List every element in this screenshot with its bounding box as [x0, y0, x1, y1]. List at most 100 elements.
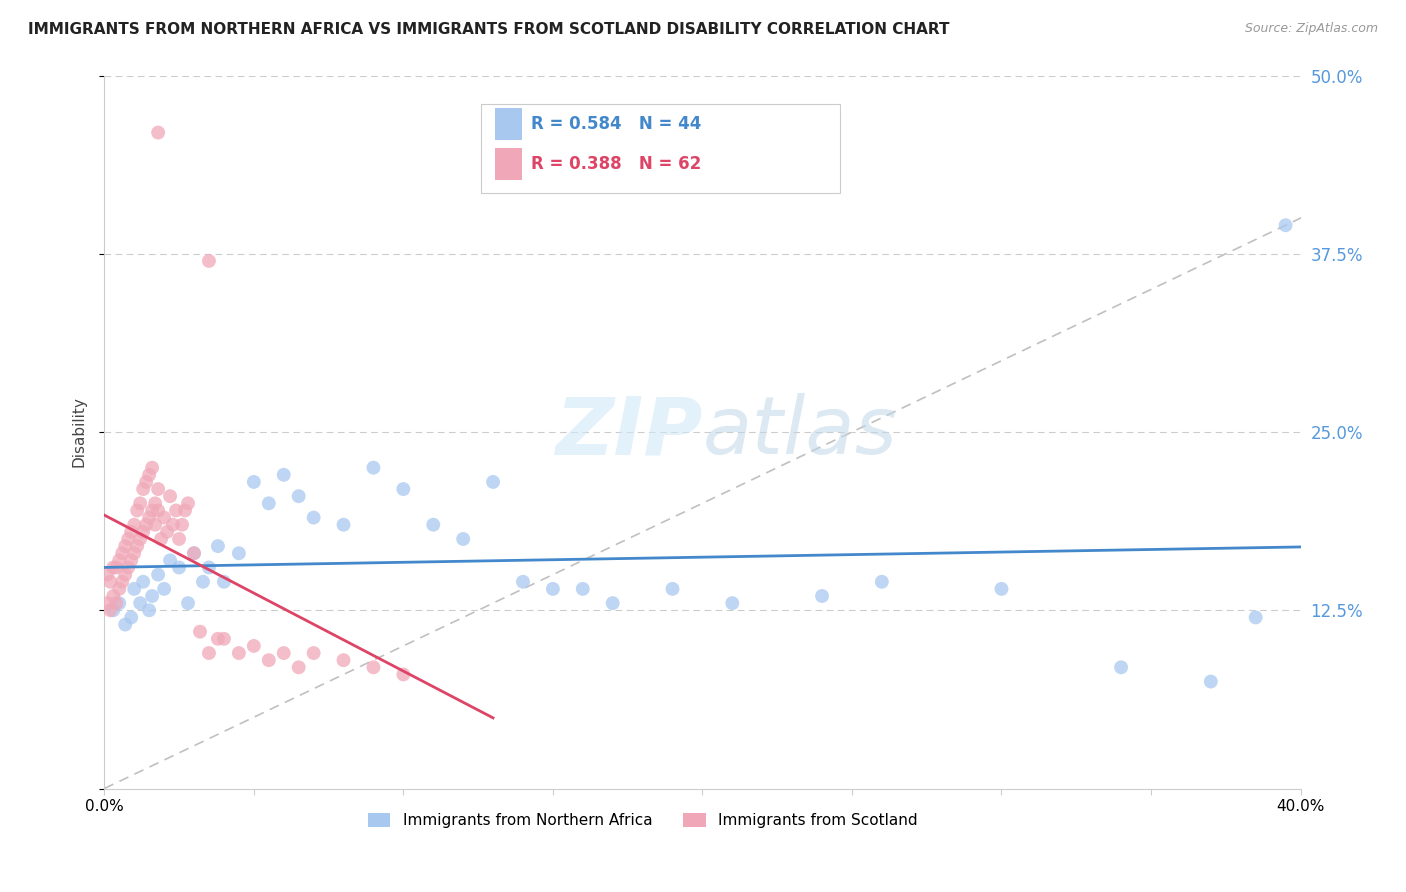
- Point: [332, 517, 354, 532]
- Bar: [495, 108, 522, 140]
- Point: [105, 560, 128, 574]
- Point: [302, 646, 325, 660]
- Point: [198, 560, 221, 574]
- Point: [1199, 674, 1222, 689]
- Point: [111, 574, 134, 589]
- Point: [512, 574, 534, 589]
- Point: [132, 574, 155, 589]
- Point: [162, 517, 184, 532]
- Point: [108, 553, 131, 567]
- Point: [114, 567, 136, 582]
- Point: [143, 517, 166, 532]
- Point: [141, 503, 163, 517]
- Point: [198, 646, 221, 660]
- Point: [541, 582, 564, 596]
- Y-axis label: Disability: Disability: [72, 397, 86, 467]
- Point: [183, 546, 205, 560]
- Point: [392, 667, 415, 681]
- Point: [243, 475, 266, 489]
- Point: [120, 524, 142, 539]
- Legend: Immigrants from Northern Africa, Immigrants from Scotland: Immigrants from Northern Africa, Immigra…: [361, 807, 924, 834]
- Point: [188, 624, 211, 639]
- Point: [177, 596, 200, 610]
- Point: [602, 596, 624, 610]
- Point: [228, 646, 250, 660]
- Point: [129, 596, 152, 610]
- Text: ZIP: ZIP: [555, 393, 703, 471]
- Point: [661, 582, 683, 596]
- Point: [132, 524, 155, 539]
- Text: Source: ZipAtlas.com: Source: ZipAtlas.com: [1244, 22, 1378, 36]
- Point: [127, 503, 149, 517]
- Point: [103, 603, 125, 617]
- Point: [122, 546, 145, 560]
- Text: atlas: atlas: [703, 393, 897, 471]
- Point: [111, 546, 134, 560]
- Point: [138, 467, 160, 482]
- Point: [120, 610, 142, 624]
- Point: [721, 596, 744, 610]
- Point: [143, 496, 166, 510]
- Point: [159, 489, 181, 503]
- Point: [167, 532, 190, 546]
- Point: [108, 596, 131, 610]
- Point: [117, 560, 139, 574]
- Point: [129, 532, 152, 546]
- Point: [273, 646, 295, 660]
- Point: [212, 574, 235, 589]
- Text: R = 0.584   N = 44: R = 0.584 N = 44: [531, 115, 702, 133]
- Point: [363, 460, 385, 475]
- Point: [127, 539, 149, 553]
- Point: [1109, 660, 1132, 674]
- Point: [103, 560, 125, 574]
- Point: [572, 582, 595, 596]
- Point: [114, 617, 136, 632]
- Point: [191, 574, 214, 589]
- Point: [146, 503, 169, 517]
- Point: [287, 660, 309, 674]
- Point: [870, 574, 893, 589]
- Point: [114, 539, 136, 553]
- Point: [482, 475, 505, 489]
- Point: [1244, 610, 1267, 624]
- Point: [98, 603, 121, 617]
- Point: [363, 660, 385, 674]
- Point: [183, 546, 205, 560]
- Point: [153, 510, 176, 524]
- Point: [146, 482, 169, 496]
- Point: [96, 596, 118, 610]
- Point: [228, 546, 250, 560]
- Point: [141, 460, 163, 475]
- Point: [120, 553, 142, 567]
- Point: [198, 253, 221, 268]
- Point: [243, 639, 266, 653]
- Point: [105, 596, 128, 610]
- Point: [96, 567, 118, 582]
- Point: [103, 589, 125, 603]
- Point: [135, 475, 157, 489]
- Text: R = 0.388   N = 62: R = 0.388 N = 62: [531, 154, 702, 173]
- Point: [422, 517, 444, 532]
- Point: [141, 589, 163, 603]
- Point: [135, 517, 157, 532]
- Point: [108, 582, 131, 596]
- Point: [159, 553, 181, 567]
- Point: [392, 482, 415, 496]
- Point: [150, 532, 173, 546]
- Point: [990, 582, 1012, 596]
- Point: [122, 582, 145, 596]
- Point: [98, 574, 121, 589]
- Point: [138, 603, 160, 617]
- Point: [174, 503, 197, 517]
- Point: [273, 467, 295, 482]
- Point: [302, 510, 325, 524]
- Point: [287, 489, 309, 503]
- Point: [207, 539, 229, 553]
- Point: [156, 524, 179, 539]
- Point: [1274, 219, 1296, 233]
- Point: [177, 496, 200, 510]
- Point: [811, 589, 834, 603]
- Point: [207, 632, 229, 646]
- Point: [122, 517, 145, 532]
- Point: [146, 126, 169, 140]
